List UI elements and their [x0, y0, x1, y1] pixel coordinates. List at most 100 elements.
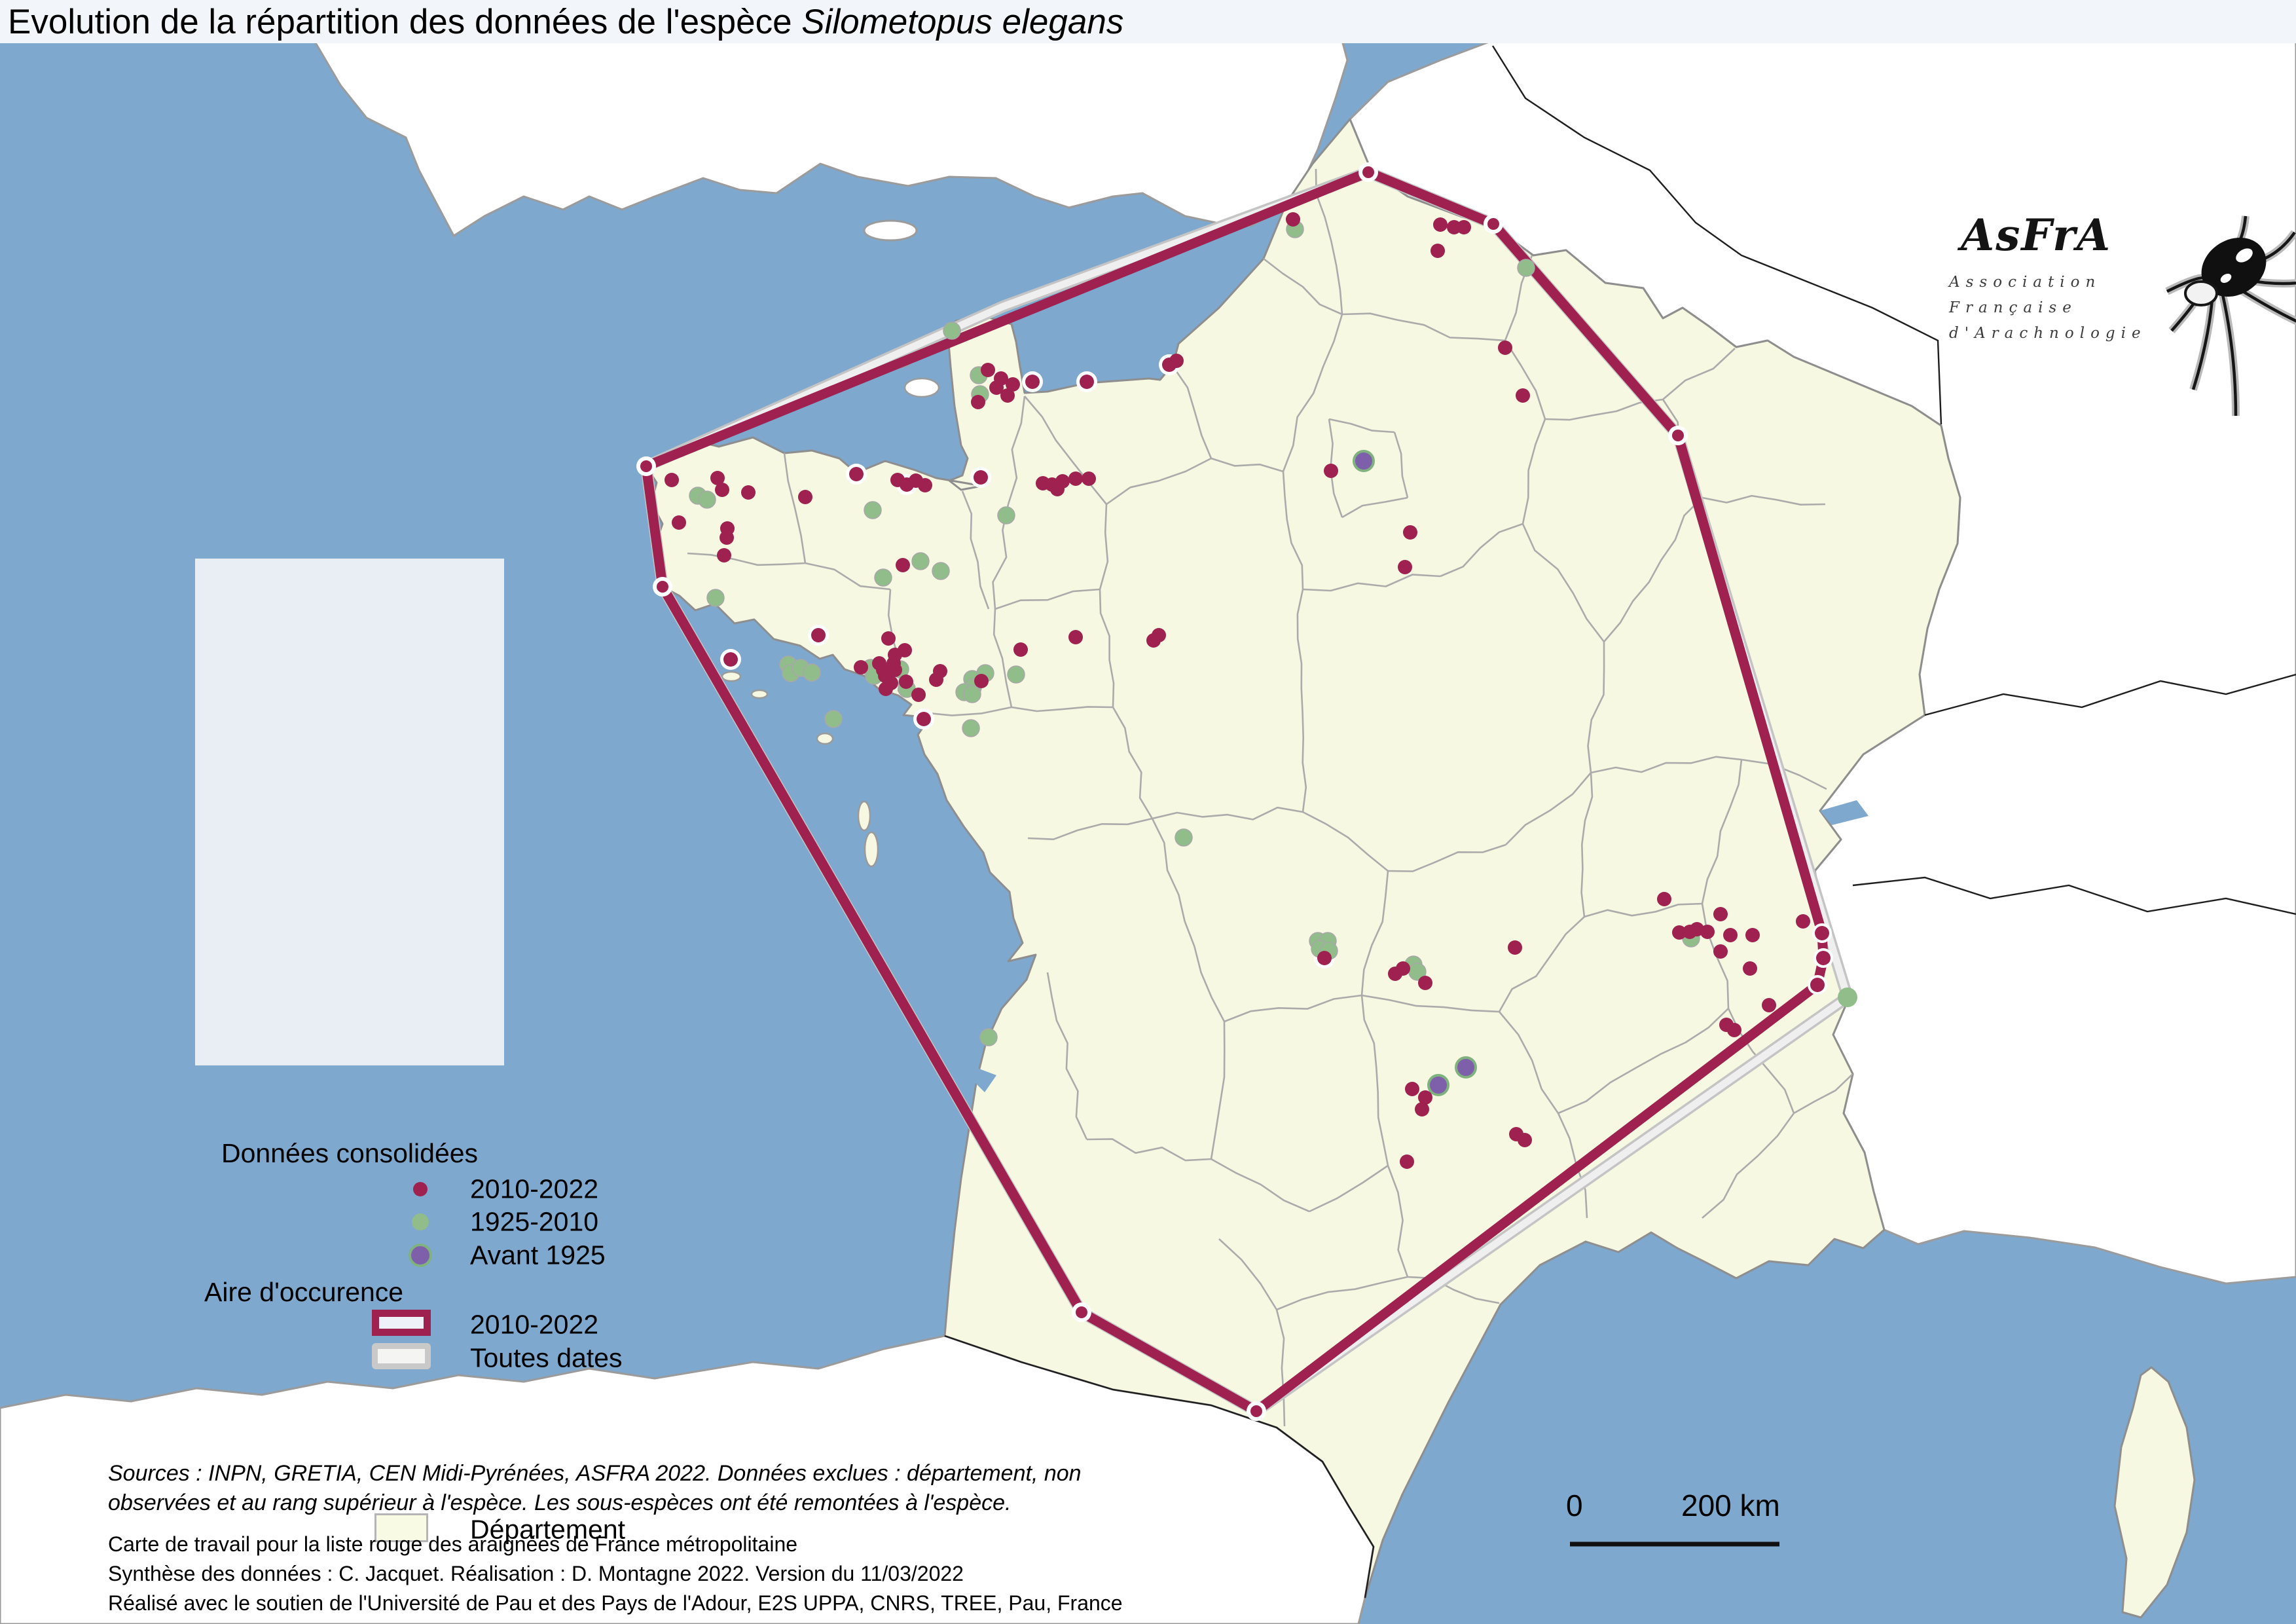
- point-2010-2022: [811, 628, 826, 642]
- point-2010-2022: [1683, 925, 1697, 939]
- legend-label: 2010-2022: [470, 1309, 599, 1340]
- credit-line-3: Réalisé avec le soutien de l'Université …: [108, 1591, 1123, 1615]
- point-2010-2022: [1080, 375, 1094, 389]
- point-2010-2022: [1068, 471, 1083, 486]
- legend-swatch-aire-2010-2022: [372, 1310, 431, 1336]
- asfra-logo-sub2: Française: [1949, 299, 2077, 316]
- department-borders: [687, 168, 1853, 1427]
- point-2010-2022: [1050, 482, 1065, 496]
- point-2010-2022: [1000, 388, 1015, 403]
- point-2010-2022: [1415, 1102, 1429, 1116]
- point-2010-2022: [1006, 377, 1020, 392]
- point-2010-2022: [1398, 560, 1412, 574]
- arcachon-basin: [974, 1067, 996, 1092]
- point-1925-2010: [963, 685, 981, 703]
- legend-item-departement: Département: [195, 1513, 625, 1546]
- legend-dot-avant-1925: [409, 1244, 432, 1267]
- country-border: [944, 1335, 1375, 1598]
- country-border: [1924, 673, 2296, 716]
- legend-item-2010-2022: 2010-2022: [195, 1173, 598, 1206]
- island: [857, 800, 871, 832]
- point-1925-2010: [698, 490, 716, 509]
- point-2010-2022: [1418, 1090, 1432, 1105]
- page-title: Evolution de la répartition des données …: [8, 2, 1123, 42]
- point-2010-2022: [1068, 630, 1083, 644]
- legend-swatch-toutes-dates: [372, 1343, 431, 1369]
- point-2010-2022: [1816, 951, 1831, 965]
- point-2010-2022: [1672, 925, 1686, 940]
- point-2010-2022: [717, 548, 731, 563]
- point-2010-2022: [720, 530, 734, 545]
- point-2010-2022: [989, 380, 1004, 395]
- point-2010-2022: [879, 682, 893, 696]
- point-1925-2010: [706, 589, 725, 607]
- point-avant-1925: [1455, 1056, 1477, 1079]
- point-2010-2022: [1762, 998, 1776, 1012]
- point-2010-2022: [1498, 341, 1512, 355]
- point-2010-2022: [981, 363, 995, 377]
- legend-swatch-departement: [374, 1513, 428, 1542]
- point-2010-2022: [1418, 976, 1432, 990]
- point-2010-2022: [1169, 354, 1184, 368]
- point-2010-2022: [896, 558, 910, 572]
- hull-vertex: [1076, 1306, 1087, 1318]
- point-2010-2022: [710, 471, 725, 485]
- point-1925-2010: [979, 1028, 998, 1046]
- island: [864, 831, 879, 868]
- page-title-prefix: Evolution de la répartition des données …: [8, 2, 802, 41]
- point-2010-2022: [1400, 1154, 1414, 1169]
- hull-vertex: [1250, 1405, 1262, 1417]
- point-2010-2022: [1657, 892, 1671, 906]
- credit-line-2: Synthèse des données : C. Jacquet. Réali…: [108, 1562, 964, 1585]
- france-mainland: [645, 118, 1961, 1599]
- legend-item-1925-2010: 1925-2010: [195, 1206, 598, 1238]
- point-2010-2022: [899, 674, 913, 689]
- hull-vertex: [1487, 218, 1499, 230]
- point-2010-2022: [1700, 925, 1715, 939]
- point-2010-2022: [918, 478, 932, 492]
- point-1925-2010: [1517, 259, 1535, 277]
- point-2010-2022: [1815, 926, 1829, 940]
- point-2010-2022: [723, 652, 738, 667]
- hull-vertex: [657, 581, 668, 593]
- point-2010-2022: [917, 712, 931, 726]
- asfra-logo-name: AsFrA: [1961, 210, 2112, 261]
- point-1925-2010: [1007, 665, 1025, 684]
- point-2010-2022: [1745, 928, 1760, 942]
- point-1925-2010: [962, 719, 980, 737]
- island: [721, 671, 742, 682]
- island: [750, 689, 769, 699]
- legend-label: 2010-2022: [470, 1173, 599, 1204]
- legend-box: Données consolidées 2010-2022 1925-2010 …: [195, 559, 625, 1545]
- point-2010-2022: [1810, 978, 1825, 992]
- legend-item-aire-2010-2022: 2010-2022: [195, 1308, 598, 1341]
- legend-dot-2010-2022: [413, 1182, 428, 1196]
- hull-toutes-dates-vertex: [1838, 987, 1857, 1007]
- point-1925-2010: [1175, 828, 1193, 847]
- point-2010-2022: [1286, 212, 1300, 227]
- point-2010-2022: [1457, 220, 1471, 234]
- point-2010-2022: [974, 470, 988, 485]
- point-2010-2022: [854, 660, 868, 674]
- point-2010-2022: [929, 673, 943, 687]
- point-2010-2022: [1013, 642, 1028, 657]
- title-band: Evolution de la répartition des données …: [0, 0, 2296, 43]
- sources-line-2: observées et au rang supérieur à l'espèc…: [108, 1490, 1011, 1515]
- sources-line-1: Sources : INPN, GRETIA, CEN Midi-Pyrénée…: [108, 1461, 1082, 1486]
- point-2010-2022: [1723, 928, 1738, 942]
- point-2010-2022: [1508, 940, 1522, 955]
- spider-icon: [2165, 215, 2296, 416]
- asfra-logo: AsFrA Association Française d'Arachnolog…: [1948, 210, 2288, 367]
- lake-geneva: [1820, 800, 1868, 825]
- corsica: [2113, 1366, 2196, 1619]
- channel-island: [903, 377, 940, 398]
- point-2010-2022: [1396, 961, 1410, 976]
- species-name: Silometopus elegans: [801, 2, 1124, 41]
- credit-line-1: Carte de travail pour la liste rouge des…: [108, 1532, 798, 1556]
- point-2010-2022: [798, 490, 812, 504]
- isle-of-wight: [863, 219, 918, 242]
- point-2010-2022: [1518, 1133, 1532, 1147]
- map-notes: Sources : INPN, GRETIA, CEN Midi-Pyrénée…: [108, 1459, 1123, 1618]
- point-2010-2022: [1317, 951, 1332, 965]
- point-2010-2022: [974, 674, 989, 688]
